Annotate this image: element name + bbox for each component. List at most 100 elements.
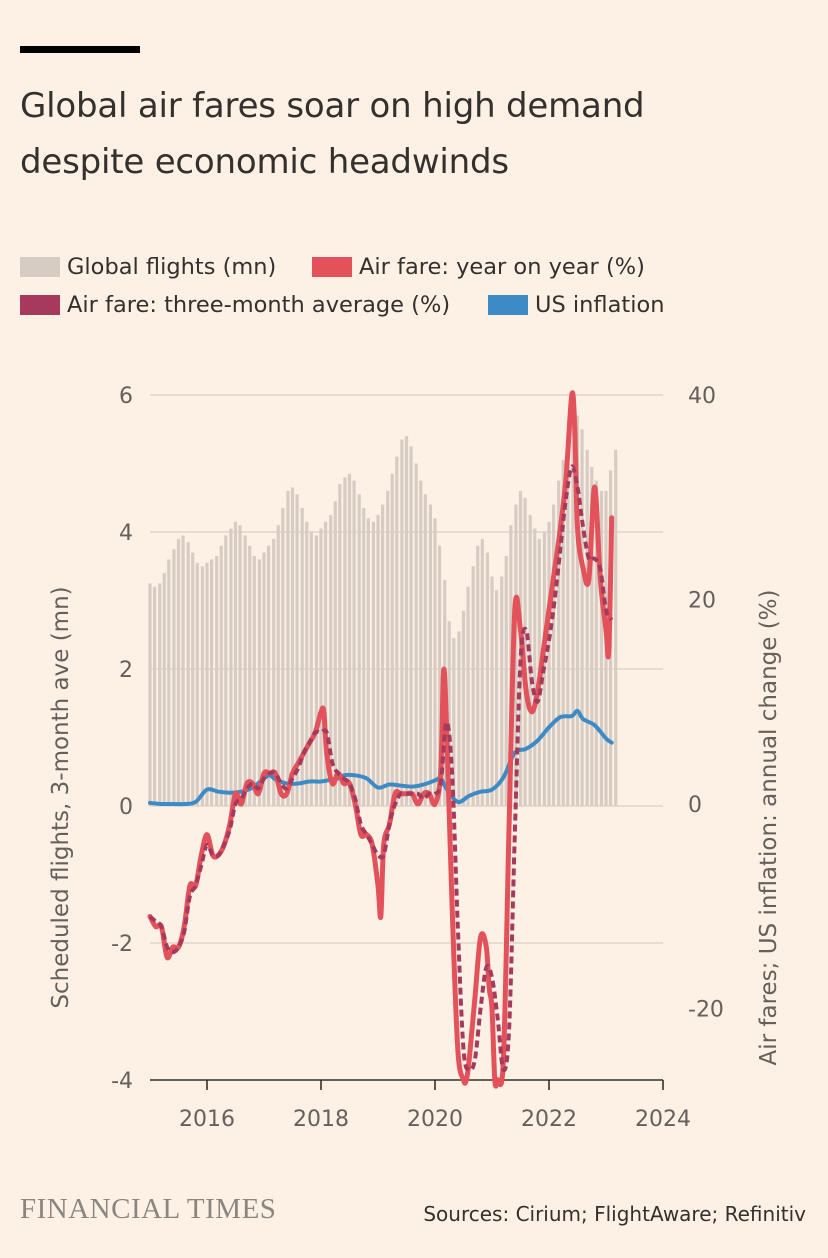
- legend-swatch-flights: [20, 257, 60, 277]
- chart-title-line2: despite economic headwinds: [20, 142, 509, 182]
- flight-bar: [290, 487, 295, 806]
- us-inflation-line: [148, 708, 614, 807]
- airfare-yoy-line: [147, 390, 615, 1089]
- flight-bar: [323, 521, 328, 806]
- flight-bar: [533, 528, 537, 806]
- flight-bar: [386, 490, 390, 806]
- flight-bar: [338, 484, 342, 806]
- flight-bar: [229, 528, 233, 806]
- flight-bar: [419, 480, 423, 806]
- flight-bar: [547, 521, 551, 806]
- flight-bar: [181, 535, 185, 806]
- flight-bar: [309, 532, 313, 806]
- flight-bar: [266, 545, 271, 806]
- legend-swatch-airfare-3m: [20, 295, 60, 315]
- legend-item-flights: Global flights (mn): [20, 248, 276, 286]
- left-axis-title: Scheduled flights, 3-month ave (mn): [48, 586, 74, 1008]
- left-tick-label: 2: [119, 658, 133, 683]
- flight-bar: [490, 576, 494, 806]
- flight-bar: [447, 621, 451, 806]
- flight-bar: [252, 555, 256, 806]
- flight-bar: [514, 504, 518, 806]
- chart-title: Global air fares soar on high demand des…: [20, 78, 800, 190]
- right-tick-label: 40: [688, 384, 716, 409]
- flight-bar: [571, 415, 575, 806]
- right-axis-title: Air fares; US inflation: annual change (…: [756, 589, 782, 1065]
- ft-logo: FINANCIAL TIMES: [20, 1193, 277, 1225]
- flight-bar: [485, 552, 490, 806]
- flight-bar: [371, 521, 376, 806]
- legend-swatch-us-inflation: [488, 295, 528, 315]
- x-tick-label: 2020: [407, 1107, 463, 1132]
- flight-bar: [566, 432, 570, 806]
- flight-bar: [614, 449, 618, 806]
- flight-bar: [162, 573, 166, 806]
- flight-bar: [219, 545, 223, 806]
- flight-bar: [551, 504, 556, 806]
- flight-bar: [281, 508, 285, 806]
- flight-bar: [594, 480, 598, 806]
- flight-bar: [347, 473, 352, 806]
- legend-label-airfare-yoy: Air fare: year on year (%): [359, 254, 645, 280]
- flight-bar: [461, 610, 466, 806]
- sources-note: Sources: Cirium; FlightAware; Refinitiv: [423, 1202, 806, 1226]
- x-tick-label: 2018: [293, 1107, 349, 1132]
- flight-bar: [333, 501, 337, 806]
- legend-item-airfare-3m: Air fare: three-month average (%): [20, 286, 450, 324]
- flight-bar: [176, 538, 181, 806]
- flight-bar: [400, 439, 404, 806]
- flight-bar: [428, 504, 433, 806]
- flight-bar: [471, 566, 475, 806]
- flight-bar: [390, 473, 394, 806]
- flight-bar: [205, 562, 209, 806]
- flight-bar: [243, 535, 247, 806]
- flight-bar: [186, 542, 190, 806]
- flight-bar: [305, 521, 309, 806]
- flight-bar: [409, 446, 413, 806]
- flight-bar: [224, 535, 228, 806]
- right-tick-label: 20: [688, 588, 716, 613]
- legend-label-us-inflation: US inflation: [535, 292, 665, 318]
- left-tick-label: 0: [119, 795, 133, 820]
- flight-bar: [272, 538, 276, 806]
- flight-bar: [172, 549, 176, 806]
- left-tick-label: 6: [119, 384, 133, 409]
- right-tick-label: 0: [688, 793, 702, 818]
- flight-bar: [599, 490, 604, 806]
- legend-swatch-airfare-yoy: [312, 257, 352, 277]
- x-tick-label: 2016: [179, 1107, 235, 1132]
- legend-item-airfare-yoy: Air fare: year on year (%): [312, 248, 645, 286]
- flight-bar: [248, 545, 252, 806]
- flight-bar: [500, 576, 504, 806]
- legend: Global flights (mn) Air fare: year on ye…: [20, 248, 820, 324]
- x-tick-label: 2022: [521, 1107, 577, 1132]
- flight-bar: [480, 538, 484, 806]
- legend-label-airfare-3m: Air fare: three-month average (%): [67, 292, 451, 318]
- flight-bar: [262, 552, 266, 806]
- flight-bar: [286, 490, 290, 806]
- right-tick-label: -20: [688, 997, 724, 1022]
- flight-bar: [404, 436, 409, 806]
- flight-bar: [195, 562, 199, 806]
- flight-bar: [276, 525, 280, 806]
- flight-bar: [366, 518, 370, 806]
- flight-bar: [319, 528, 323, 806]
- flight-bar: [557, 480, 561, 806]
- flight-bar: [476, 545, 480, 806]
- flight-bar: [362, 508, 366, 806]
- flight-bar: [158, 583, 162, 806]
- legend-label-flights: Global flights (mn): [67, 254, 277, 280]
- flight-bar: [209, 559, 214, 806]
- flight-bar: [575, 415, 580, 806]
- left-tick-label: -2: [111, 932, 133, 957]
- flight-bar: [423, 494, 427, 806]
- flight-bar: [152, 586, 157, 806]
- flight-bar: [376, 514, 380, 806]
- chart-title-line1: Global air fares soar on high demand: [20, 86, 645, 126]
- flight-bar: [433, 518, 437, 806]
- flight-bar: [167, 559, 171, 806]
- flight-bar: [257, 559, 262, 806]
- flight-bar: [494, 590, 499, 806]
- flight-bar: [414, 463, 418, 806]
- flight-bar: [200, 566, 205, 806]
